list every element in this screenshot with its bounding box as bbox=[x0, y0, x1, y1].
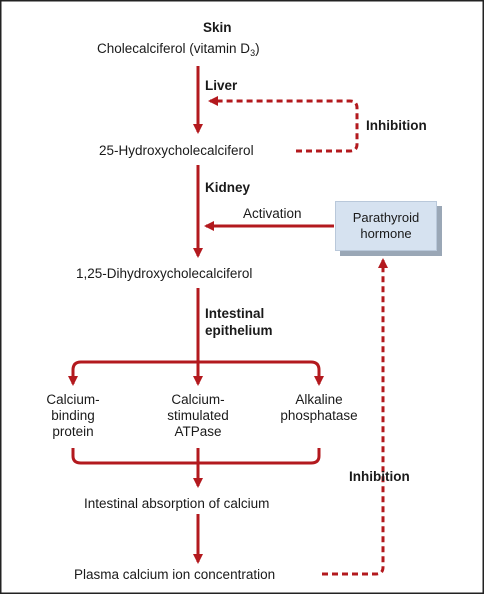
plasma-calcium-label: Plasma calcium ion concentration bbox=[74, 567, 276, 582]
liver-label: Liver bbox=[205, 78, 238, 93]
cholecalciferol-label: Cholecalciferol (vitamin D3) bbox=[97, 41, 260, 58]
inhibition-bottom-label: Inhibition bbox=[349, 469, 410, 484]
atpase-line1: Calcium- bbox=[171, 392, 225, 407]
calcium-stimulated-atpase-label: Calcium- stimulated ATPase bbox=[148, 392, 248, 440]
converge-bracket bbox=[71, 448, 321, 465]
inhibition-loop-top bbox=[208, 96, 359, 153]
alkaline-line1: Alkaline bbox=[295, 392, 343, 407]
activation-label: Activation bbox=[243, 206, 302, 221]
alkaline-phosphatase-label: Alkaline phosphatase bbox=[264, 392, 374, 424]
atpase-line2: stimulated bbox=[167, 408, 229, 423]
binding-line1: Calcium- bbox=[46, 392, 100, 407]
branch-bracket bbox=[71, 360, 321, 383]
calcium-binding-protein-label: Calcium- binding protein bbox=[23, 392, 123, 440]
hydroxy25-label: 25-Hydroxycholecalciferol bbox=[99, 143, 254, 158]
cholecalciferol-text: Cholecalciferol (vitamin D bbox=[97, 41, 251, 56]
parathyroid-hormone-line2: hormone bbox=[360, 226, 412, 241]
intestinal-epithelium-line1: Intestinal bbox=[205, 306, 265, 321]
binding-line3: protein bbox=[52, 424, 94, 439]
parathyroid-hormone-box: Parathyroid hormone bbox=[335, 201, 437, 251]
kidney-label: Kidney bbox=[205, 180, 251, 195]
skin-label: Skin bbox=[203, 20, 232, 35]
absorption-label: Intestinal absorption of calcium bbox=[84, 496, 270, 511]
inhibition-loop-bottom bbox=[322, 258, 388, 576]
atpase-line3: ATPase bbox=[174, 424, 222, 439]
inhibition-top-label: Inhibition bbox=[366, 118, 427, 133]
parathyroid-hormone-line1: Parathyroid bbox=[352, 210, 420, 225]
cholecalciferol-close-paren: ) bbox=[255, 41, 260, 56]
alkaline-line2: phosphatase bbox=[280, 408, 358, 423]
binding-line2: binding bbox=[51, 408, 95, 423]
cholecalciferol-subscript: 3 bbox=[250, 48, 256, 58]
intestinal-epithelium-line2: epithelium bbox=[205, 323, 273, 338]
dihydroxy-label: 1,25-Dihydroxycholecalciferol bbox=[76, 266, 253, 281]
